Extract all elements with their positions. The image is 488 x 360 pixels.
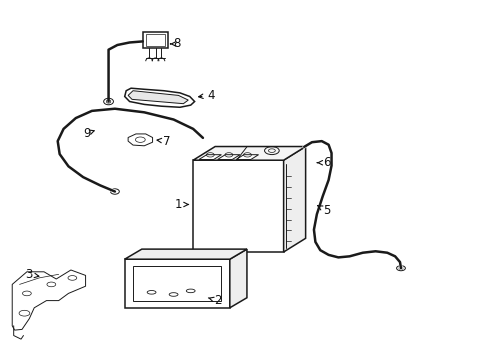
- Ellipse shape: [110, 189, 119, 194]
- Text: 8: 8: [170, 37, 181, 50]
- Polygon shape: [12, 270, 85, 330]
- Text: 9: 9: [83, 127, 94, 140]
- Text: 6: 6: [317, 156, 330, 169]
- Polygon shape: [124, 249, 246, 259]
- Polygon shape: [193, 147, 305, 160]
- Ellipse shape: [103, 98, 113, 105]
- Polygon shape: [229, 249, 246, 308]
- Polygon shape: [193, 160, 283, 252]
- Text: 1: 1: [174, 198, 188, 211]
- Polygon shape: [128, 134, 152, 146]
- Text: 2: 2: [208, 294, 221, 307]
- Polygon shape: [124, 259, 229, 308]
- Text: 7: 7: [157, 135, 171, 148]
- Polygon shape: [283, 147, 305, 252]
- Polygon shape: [124, 88, 194, 107]
- Polygon shape: [128, 91, 188, 104]
- Text: 5: 5: [317, 204, 330, 217]
- Text: 4: 4: [198, 89, 215, 102]
- Polygon shape: [236, 155, 258, 159]
- Polygon shape: [142, 32, 168, 48]
- Text: 3: 3: [24, 268, 39, 281]
- Polygon shape: [217, 155, 240, 159]
- Ellipse shape: [396, 266, 405, 271]
- Polygon shape: [199, 155, 221, 159]
